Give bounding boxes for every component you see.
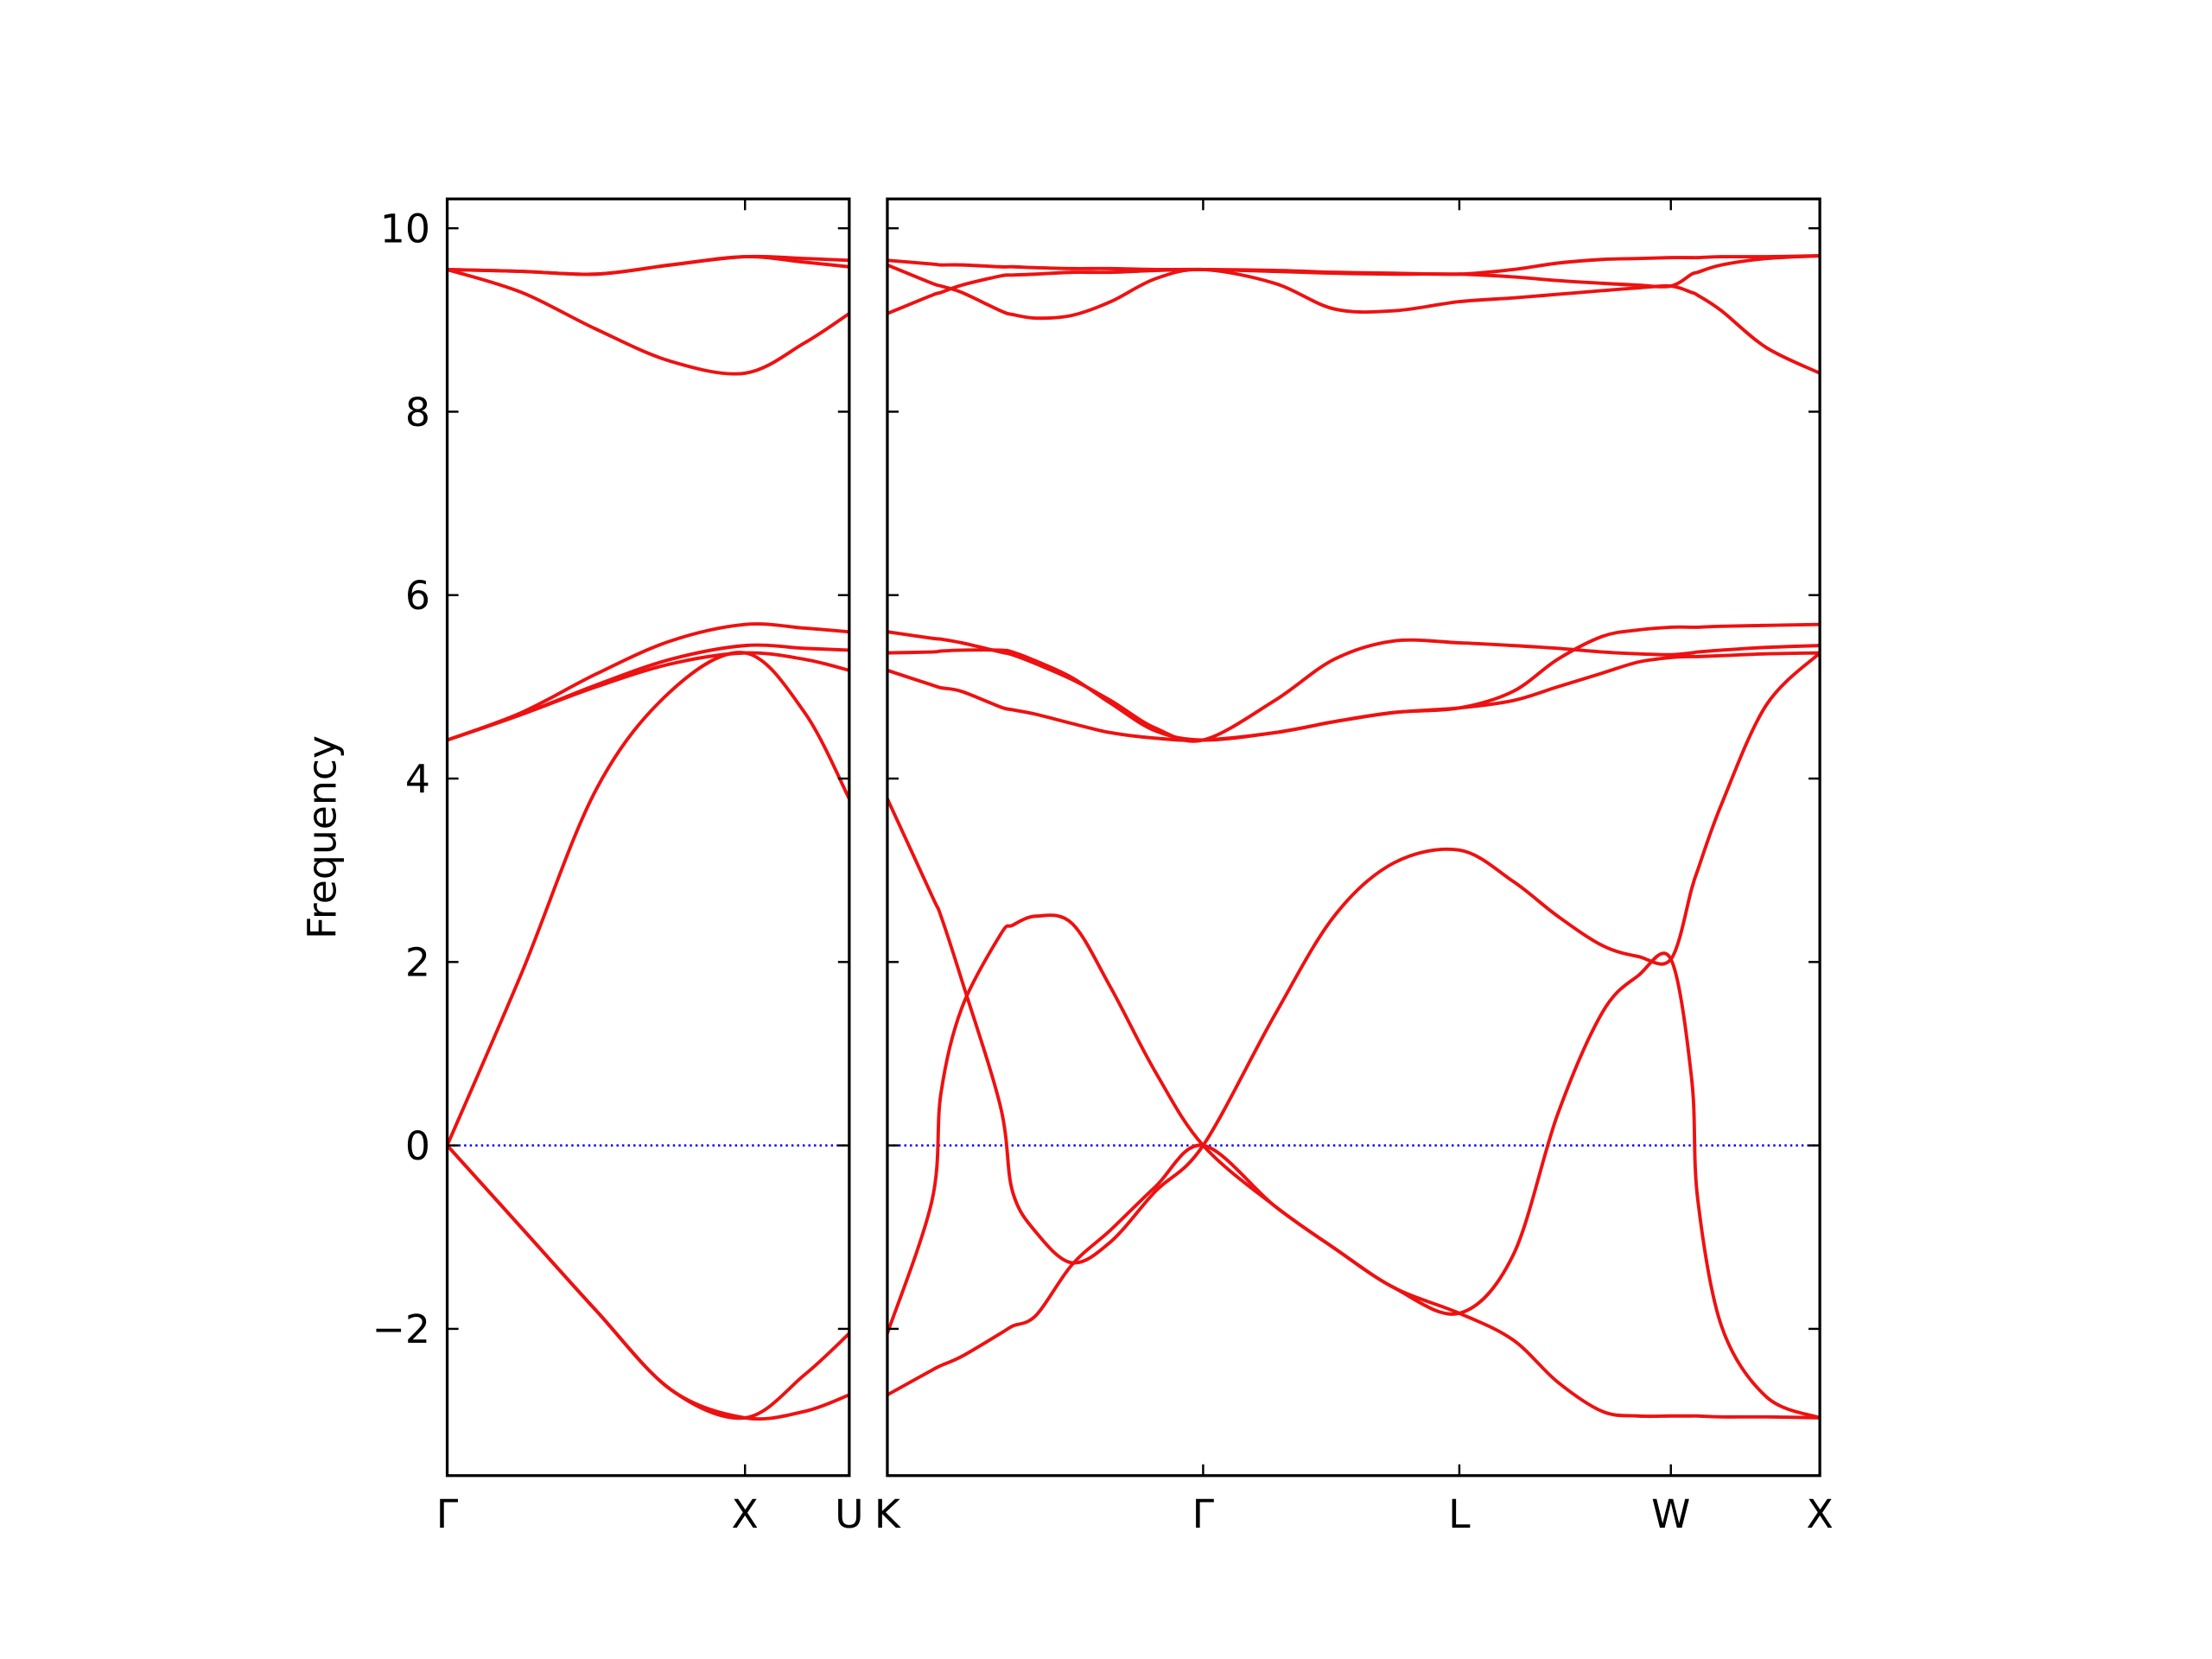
x-tick-label: X bbox=[1806, 1491, 1833, 1537]
band-line bbox=[887, 1143, 1821, 1420]
band-line bbox=[887, 254, 1821, 276]
x-tick-label: W bbox=[1651, 1491, 1690, 1537]
x-tick-label: X bbox=[732, 1491, 759, 1537]
y-tick-label: 10 bbox=[380, 206, 430, 251]
x-tick-label: K bbox=[874, 1491, 901, 1537]
x-tick-label: U bbox=[835, 1491, 863, 1537]
y-tick-label: 6 bbox=[405, 573, 430, 619]
y-tick-label: 0 bbox=[405, 1123, 430, 1169]
x-tick-label: Γ bbox=[1192, 1491, 1215, 1537]
plot-area bbox=[447, 254, 849, 1421]
y-tick-label: 4 bbox=[405, 756, 430, 802]
y-tick-label: 2 bbox=[405, 940, 430, 986]
band-line bbox=[447, 1144, 849, 1421]
band-line bbox=[447, 1144, 849, 1421]
y-tick-label: −2 bbox=[372, 1306, 430, 1352]
band-line bbox=[887, 651, 1821, 742]
plot-area bbox=[887, 254, 1821, 1420]
y-axis-label: Frequency bbox=[300, 735, 346, 939]
band-line bbox=[887, 652, 1821, 1265]
x-tick-label: L bbox=[1448, 1491, 1471, 1537]
band-line bbox=[447, 255, 849, 276]
axes-frame bbox=[445, 197, 851, 1478]
band-line bbox=[887, 913, 1821, 1420]
band-line bbox=[887, 254, 1821, 315]
y-tick-label: 8 bbox=[405, 390, 430, 435]
band-line bbox=[887, 630, 1821, 743]
axes-frame bbox=[886, 197, 1821, 1478]
band-line bbox=[447, 651, 849, 742]
band-line bbox=[887, 263, 1821, 375]
band-line bbox=[887, 622, 1821, 742]
band-line bbox=[447, 268, 849, 376]
band-line bbox=[447, 651, 849, 1147]
x-tick-label: Γ bbox=[436, 1491, 459, 1537]
band-line bbox=[447, 622, 849, 742]
